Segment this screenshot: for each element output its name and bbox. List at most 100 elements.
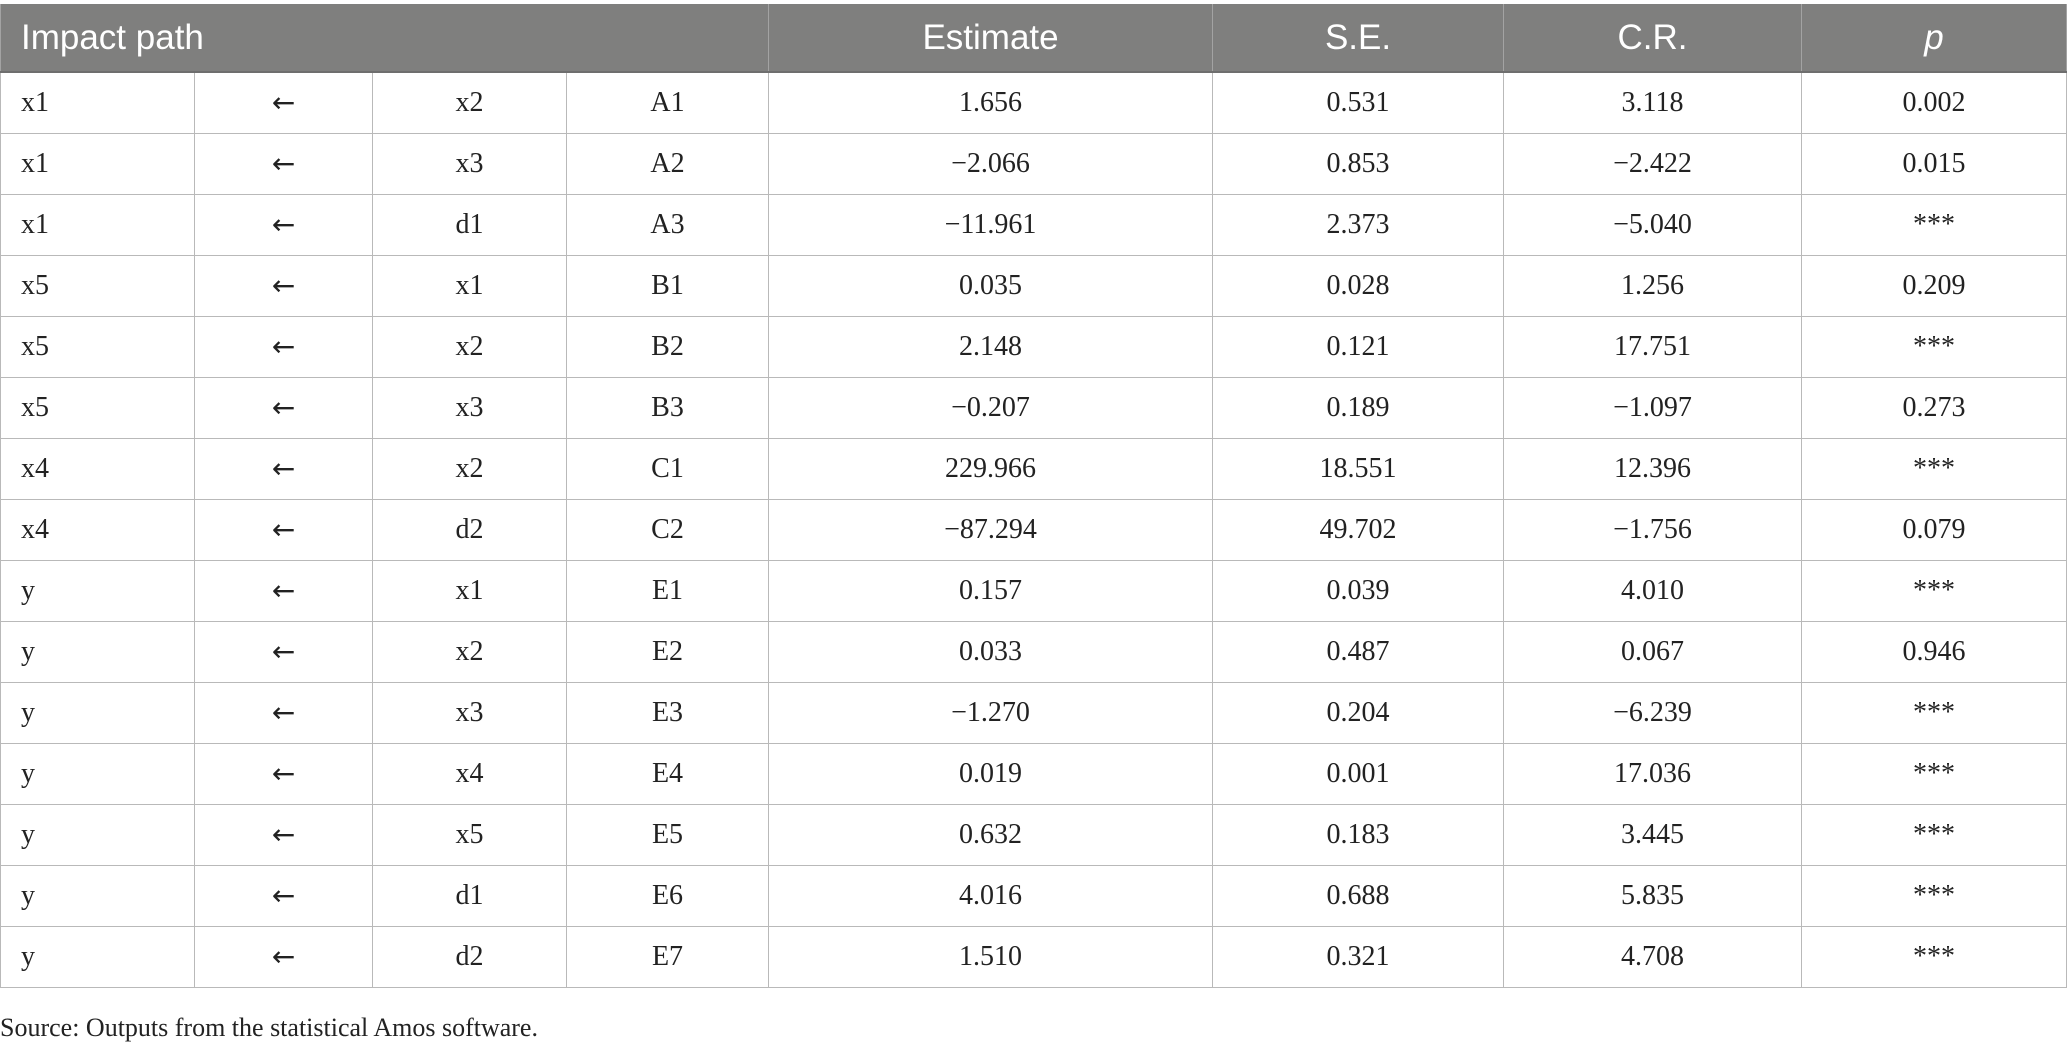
- cell-path-arrow: ←: [194, 803, 373, 866]
- cell-predictor-variable: x5: [372, 803, 567, 866]
- cell-dependent-variable: x4: [0, 498, 195, 561]
- cell-p-value: ***: [1801, 315, 2067, 378]
- table-row: y ← x2 E2 0.033 0.487 0.067 0.946: [0, 620, 2067, 683]
- cell-predictor-variable: d2: [372, 498, 567, 561]
- cell-estimate: −11.961: [768, 193, 1214, 256]
- cell-estimate: 0.033: [768, 620, 1214, 683]
- cell-p-value: 0.015: [1801, 132, 2067, 195]
- cell-standard-error: 0.688: [1212, 864, 1505, 927]
- cell-dependent-variable: x4: [0, 437, 195, 500]
- header-p: p: [1801, 4, 2067, 73]
- cell-path-arrow: ←: [194, 315, 373, 378]
- cell-dependent-variable: x5: [0, 315, 195, 378]
- cell-path-label: E5: [565, 803, 770, 866]
- header-cr: C.R.: [1503, 4, 1803, 73]
- cell-critical-ratio: 3.118: [1503, 71, 1803, 134]
- cell-critical-ratio: 3.445: [1503, 803, 1803, 866]
- cell-path-arrow: ←: [194, 437, 373, 500]
- table-row: x5 ← x3 B3 −0.207 0.189 −1.097 0.273: [0, 376, 2067, 439]
- cell-path-arrow: ←: [194, 681, 373, 744]
- source-footnote: Source: Outputs from the statistical Amo…: [0, 1013, 538, 1042]
- header-se: S.E.: [1212, 4, 1505, 73]
- table-row: y ← x4 E4 0.019 0.001 17.036 ***: [0, 742, 2067, 805]
- cell-dependent-variable: x1: [0, 193, 195, 256]
- cell-p-value: ***: [1801, 437, 2067, 500]
- cell-standard-error: 0.001: [1212, 742, 1505, 805]
- cell-p-value: 0.946: [1801, 620, 2067, 683]
- cell-estimate: 0.035: [768, 254, 1214, 317]
- cell-dependent-variable: y: [0, 681, 195, 744]
- cell-predictor-variable: x3: [372, 681, 567, 744]
- cell-path-arrow: ←: [194, 254, 373, 317]
- cell-standard-error: 0.321: [1212, 925, 1505, 988]
- table-row: y ← x1 E1 0.157 0.039 4.010 ***: [0, 559, 2067, 622]
- cell-p-value: ***: [1801, 193, 2067, 256]
- cell-path-label: E4: [565, 742, 770, 805]
- cell-estimate: −2.066: [768, 132, 1214, 195]
- cell-path-arrow: ←: [194, 742, 373, 805]
- table-row: x1 ← x2 A1 1.656 0.531 3.118 0.002: [0, 71, 2067, 134]
- cell-path-arrow: ←: [194, 498, 373, 561]
- cell-p-value: 0.273: [1801, 376, 2067, 439]
- cell-standard-error: 0.531: [1212, 71, 1505, 134]
- regression-weights-table: Impact path Estimate S.E. C.R. p x1 ← x2 A1…: [0, 4, 2067, 988]
- cell-standard-error: 0.183: [1212, 803, 1505, 866]
- table-body: x1 ← x2 A1 1.656 0.531 3.118 0.002 x1 ← x3 A2 −2.066…: [0, 71, 2067, 988]
- cell-critical-ratio: 12.396: [1503, 437, 1803, 500]
- header-estimate: Estimate: [768, 4, 1214, 73]
- cell-path-arrow: ←: [194, 193, 373, 256]
- cell-dependent-variable: y: [0, 803, 195, 866]
- cell-path-label: A2: [565, 132, 770, 195]
- cell-p-value: ***: [1801, 559, 2067, 622]
- cell-standard-error: 0.121: [1212, 315, 1505, 378]
- cell-dependent-variable: x1: [0, 71, 195, 134]
- cell-path-label: E3: [565, 681, 770, 744]
- table-row: x5 ← x2 B2 2.148 0.121 17.751 ***: [0, 315, 2067, 378]
- cell-standard-error: 0.189: [1212, 376, 1505, 439]
- cell-estimate: 229.966: [768, 437, 1214, 500]
- cell-p-value: ***: [1801, 925, 2067, 988]
- cell-dependent-variable: y: [0, 925, 195, 988]
- cell-path-label: B2: [565, 315, 770, 378]
- cell-estimate: 1.510: [768, 925, 1214, 988]
- cell-path-label: A1: [565, 71, 770, 134]
- cell-path-label: B3: [565, 376, 770, 439]
- cell-path-label: E2: [565, 620, 770, 683]
- cell-estimate: 0.019: [768, 742, 1214, 805]
- table-row: x4 ← x2 C1 229.966 18.551 12.396 ***: [0, 437, 2067, 500]
- cell-standard-error: 0.039: [1212, 559, 1505, 622]
- cell-predictor-variable: x3: [372, 376, 567, 439]
- cell-p-value: ***: [1801, 681, 2067, 744]
- table-row: x1 ← x3 A2 −2.066 0.853 −2.422 0.015: [0, 132, 2067, 195]
- cell-estimate: 4.016: [768, 864, 1214, 927]
- cell-estimate: 1.656: [768, 71, 1214, 134]
- cell-dependent-variable: x5: [0, 254, 195, 317]
- cell-dependent-variable: y: [0, 559, 195, 622]
- header-impact-path: Impact path: [0, 4, 770, 73]
- cell-path-label: B1: [565, 254, 770, 317]
- cell-critical-ratio: −6.239: [1503, 681, 1803, 744]
- cell-critical-ratio: −2.422: [1503, 132, 1803, 195]
- cell-dependent-variable: y: [0, 620, 195, 683]
- cell-critical-ratio: −1.756: [1503, 498, 1803, 561]
- cell-p-value: ***: [1801, 803, 2067, 866]
- table-row: y ← x5 E5 0.632 0.183 3.445 ***: [0, 803, 2067, 866]
- table-header-row: Impact path Estimate S.E. C.R. p: [0, 4, 2067, 73]
- cell-predictor-variable: d1: [372, 864, 567, 927]
- cell-standard-error: 0.204: [1212, 681, 1505, 744]
- cell-estimate: −0.207: [768, 376, 1214, 439]
- cell-predictor-variable: x2: [372, 71, 567, 134]
- cell-path-label: E6: [565, 864, 770, 927]
- cell-standard-error: 0.853: [1212, 132, 1505, 195]
- cell-critical-ratio: −5.040: [1503, 193, 1803, 256]
- cell-estimate: −87.294: [768, 498, 1214, 561]
- cell-p-value: 0.209: [1801, 254, 2067, 317]
- cell-dependent-variable: x1: [0, 132, 195, 195]
- cell-critical-ratio: 17.036: [1503, 742, 1803, 805]
- cell-path-arrow: ←: [194, 925, 373, 988]
- cell-dependent-variable: y: [0, 742, 195, 805]
- cell-predictor-variable: x1: [372, 254, 567, 317]
- cell-path-arrow: ←: [194, 71, 373, 134]
- cell-critical-ratio: −1.097: [1503, 376, 1803, 439]
- cell-predictor-variable: x2: [372, 315, 567, 378]
